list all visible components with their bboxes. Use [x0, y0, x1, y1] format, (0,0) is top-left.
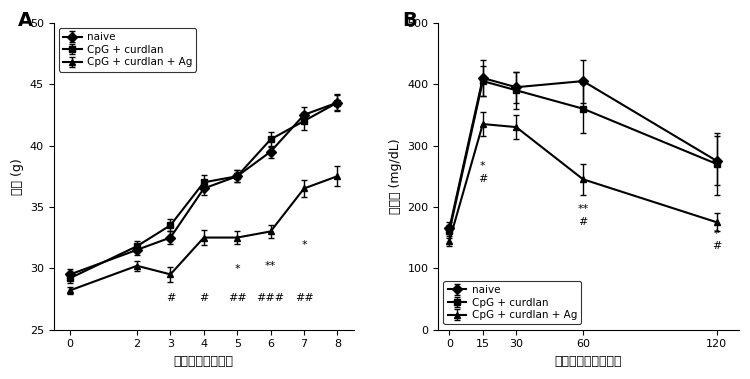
Text: #: # [200, 293, 208, 302]
Text: ##: ## [295, 293, 314, 302]
Text: **: ** [265, 261, 276, 271]
X-axis label: 糖负荷时间（分钟）: 糖负荷时间（分钟） [555, 355, 622, 368]
Text: *: * [480, 161, 485, 171]
Text: ##: ## [228, 293, 247, 302]
Y-axis label: 血糖値 (mg/dL): 血糖値 (mg/dL) [388, 138, 402, 214]
Text: A: A [17, 11, 32, 30]
Text: *: * [302, 240, 307, 250]
Text: *: * [714, 229, 719, 239]
Text: **: ** [578, 204, 589, 214]
Text: #: # [712, 241, 722, 251]
Text: #: # [578, 216, 588, 227]
Text: B: B [402, 11, 417, 30]
Legend: naive, CpG + curdlan, CpG + curdlan + Ag: naive, CpG + curdlan, CpG + curdlan + Ag [443, 281, 581, 324]
Legend: naive, CpG + curdlan, CpG + curdlan + Ag: naive, CpG + curdlan, CpG + curdlan + Ag [58, 28, 196, 72]
Y-axis label: 体重 (g): 体重 (g) [11, 158, 24, 194]
Text: ###: ### [256, 293, 285, 302]
Text: *: * [235, 265, 240, 274]
Text: #: # [478, 174, 488, 183]
X-axis label: 接种疫苗后的周数: 接种疫苗后的周数 [174, 355, 234, 368]
Text: #: # [166, 293, 175, 302]
